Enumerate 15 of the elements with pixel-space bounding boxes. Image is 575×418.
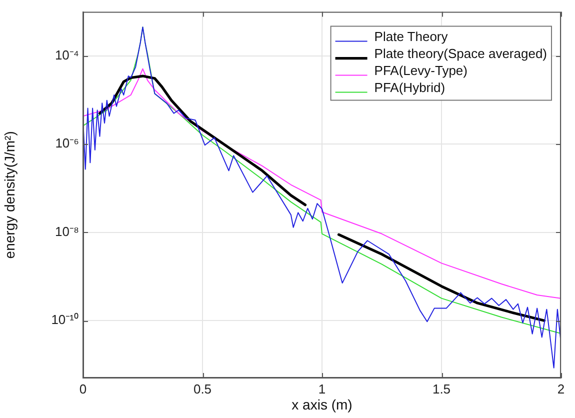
legend-label: Plate theory(Space averaged) bbox=[374, 46, 548, 61]
x-tick-label: 1 bbox=[318, 381, 326, 396]
legend-label: PFA(Hybrid) bbox=[374, 80, 446, 95]
legend-label: Plate Theory bbox=[374, 28, 448, 44]
x-tick-label: 0.5 bbox=[193, 381, 212, 396]
y-tick-label: 10⁻⁶ bbox=[55, 136, 79, 151]
x-tick-label: 0 bbox=[79, 381, 87, 396]
legend-label: PFA(Levy-Type) bbox=[374, 62, 468, 78]
x-tick-label: 2 bbox=[557, 381, 565, 396]
y-tick-label: 10⁻⁴ bbox=[54, 47, 79, 62]
x-tick-label: 1.5 bbox=[432, 381, 451, 396]
y-axis-title: energy density(J/m²) bbox=[1, 131, 18, 259]
y-tick-label: 10⁻⁸ bbox=[55, 224, 79, 239]
y-tick-label: 10⁻¹⁰ bbox=[51, 312, 79, 328]
x-axis-title: x axis (m) bbox=[292, 396, 352, 412]
